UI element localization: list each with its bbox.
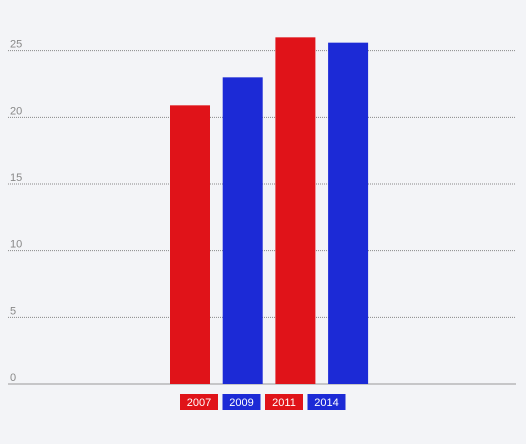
x-tick-label: 2011 xyxy=(272,397,296,409)
y-tick-label: 15 xyxy=(10,172,22,184)
category-label-box xyxy=(222,394,261,410)
bar xyxy=(222,77,263,384)
bar xyxy=(170,105,210,384)
y-tick-label: 0 xyxy=(10,372,16,384)
y-tick-label: 25 xyxy=(10,39,22,51)
y-tick-label: 5 xyxy=(10,305,16,317)
y-tick-label: 20 xyxy=(10,105,22,117)
x-tick-label: 2007 xyxy=(187,397,211,409)
y-tick-label: 10 xyxy=(10,239,22,251)
x-tick-label: 2014 xyxy=(314,397,338,409)
category-label-box xyxy=(265,394,303,410)
bar xyxy=(328,42,369,385)
category-label-box xyxy=(307,394,346,410)
bar xyxy=(275,37,316,384)
x-tick-label: 2009 xyxy=(229,397,253,409)
category-label-box xyxy=(180,394,218,410)
